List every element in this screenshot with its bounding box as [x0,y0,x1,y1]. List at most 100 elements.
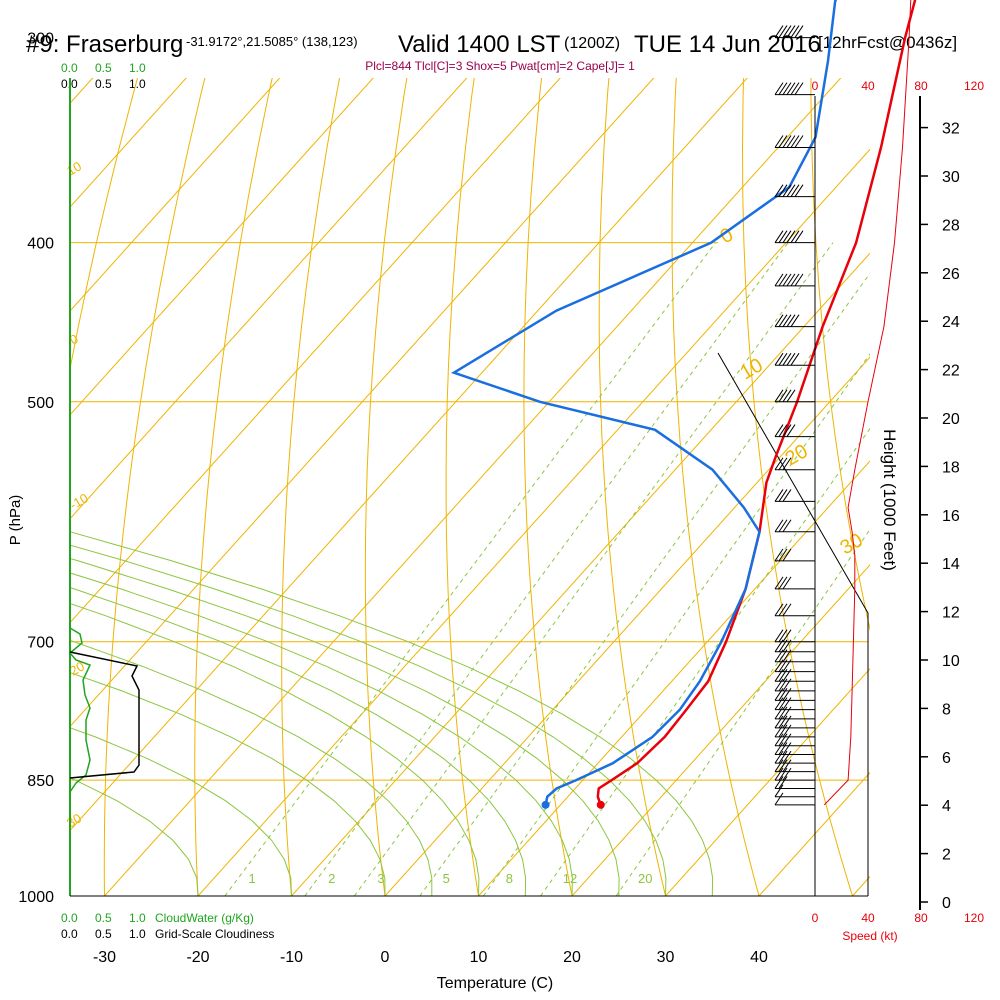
mixing-ratio-line [224,242,716,896]
wind-barb-flag [782,629,792,642]
cloudwater-label: CloudWater (g/Kg) [155,911,254,925]
wind-barb-flag [774,784,784,797]
dry-adiabat [281,78,341,896]
valid-time: Valid 1400 LST [398,31,561,58]
isotherm-line [665,668,870,896]
wind-barb-flag [774,489,784,502]
wind-barb-flag [782,314,792,327]
wind-barb-flag [782,697,792,710]
mixing-ratio-label: 1 [249,871,256,886]
isotherm-line [197,148,870,896]
cloudiness-tick: 0.5 [95,77,112,91]
adiabat-label: 30 [837,529,867,559]
wind-barb [774,489,815,502]
wind-barb-flag [782,135,792,148]
wind-barb [774,82,815,96]
isotherm-line [70,78,374,416]
wind-barb-flag [786,135,796,148]
wind-barb-flag [774,750,784,764]
temperature-tick-label: -30 [93,949,116,966]
wind-barb-flag [778,389,788,403]
wind-barb [774,603,815,617]
wind-barb [774,688,815,701]
wind-barb-flag [778,314,788,327]
speed-tick-top: 80 [914,79,928,93]
isotherm-line [70,78,187,208]
adiabat-label: 10 [737,354,767,384]
wind-barb-flag [778,697,788,710]
cloudiness-tick: 1.0 [129,77,146,91]
wind-barb [774,457,815,471]
isotherm-line [384,356,870,896]
speed-tick-bottom: 120 [964,911,984,925]
wind-barb [774,678,815,692]
wind-barb-flag [782,548,792,562]
wind-barb-flag [774,706,784,720]
wind-barb [774,314,815,328]
moist-adiabat [70,587,527,896]
temperature-tick-label: 20 [563,949,581,966]
wind-barb-flag [774,742,784,755]
wind-barb-flag [774,25,784,38]
dry-adiabat [194,78,273,896]
isotherm-line [0,0,59,896]
isotherm-line [70,78,748,832]
adiabat-label: 30 [64,810,84,830]
isotherm-line [478,460,870,896]
wind-barb-flag [782,389,792,403]
dry-adiabat [103,78,206,896]
wind-barb [774,576,815,590]
mixing-ratio-label: 8 [506,871,513,886]
pressure-tick-label: 700 [27,635,54,652]
adiabat-label: 10 [64,158,84,178]
wind-barb [774,733,815,747]
dewpoint-profile-line [450,0,838,806]
wind-barb-flag [794,273,804,287]
wind-barb-flag [786,230,796,243]
temperature-tick-label: -10 [280,949,303,966]
height-tick-label: 30 [942,169,960,186]
wind-barb-flag [782,82,792,95]
temperature-tick-label: 0 [381,949,390,966]
temperature-tick-label: 40 [750,949,768,966]
moist-adiabat [70,727,292,896]
dry-adiabat [598,78,666,896]
wind-barb-flag [774,457,784,471]
wind-barb-flag [794,25,804,38]
temperature-tick-label: -20 [186,949,209,966]
wind-barb-flag [774,767,784,781]
pressure-axis-label: P (hPa) [7,495,24,546]
cloudwater-tick: 1.0 [129,911,146,925]
wind-barb-flag [774,82,784,95]
valid-utc: (1200Z) [564,35,620,52]
wind-barb-flag [774,273,784,287]
cloudiness-tick: 0.5 [95,927,112,941]
wind-barb-flag [774,733,784,747]
height-tick-label: 0 [942,895,951,912]
dry-adiabat [70,78,71,81]
wind-barb-flag [790,184,800,197]
wind-speed-line [823,0,912,806]
chart-frame-edge [717,352,869,896]
dry-adiabat [70,78,139,372]
cloudwater-bottom-scale: 0.0 0.5 1.0 CloudWater (g/Kg) 0.0 0.5 1.… [61,911,274,941]
temperature-axis: -30 -20 -10 0 10 20 30 40 [70,895,868,966]
wind-barb-flag [774,314,784,327]
wind-barb-flag [782,457,792,471]
isotherm-line [0,0,153,896]
mixing-ratio-label: 2 [328,871,335,886]
mixing-ratio-label: 5 [443,871,450,886]
wind-barb-flag [794,230,804,243]
wind-barb-flag [774,389,784,403]
cloudwater-tick: 0.5 [95,911,112,925]
wind-barb-flag [782,706,792,720]
wind-barb-flag [782,759,792,772]
speed-tick-bottom: 40 [861,911,875,925]
wind-barb-flag [774,688,784,701]
speed-tick-bottom: 80 [914,911,928,925]
mixing-ratio-line [482,353,870,896]
wind-barb [774,184,815,198]
